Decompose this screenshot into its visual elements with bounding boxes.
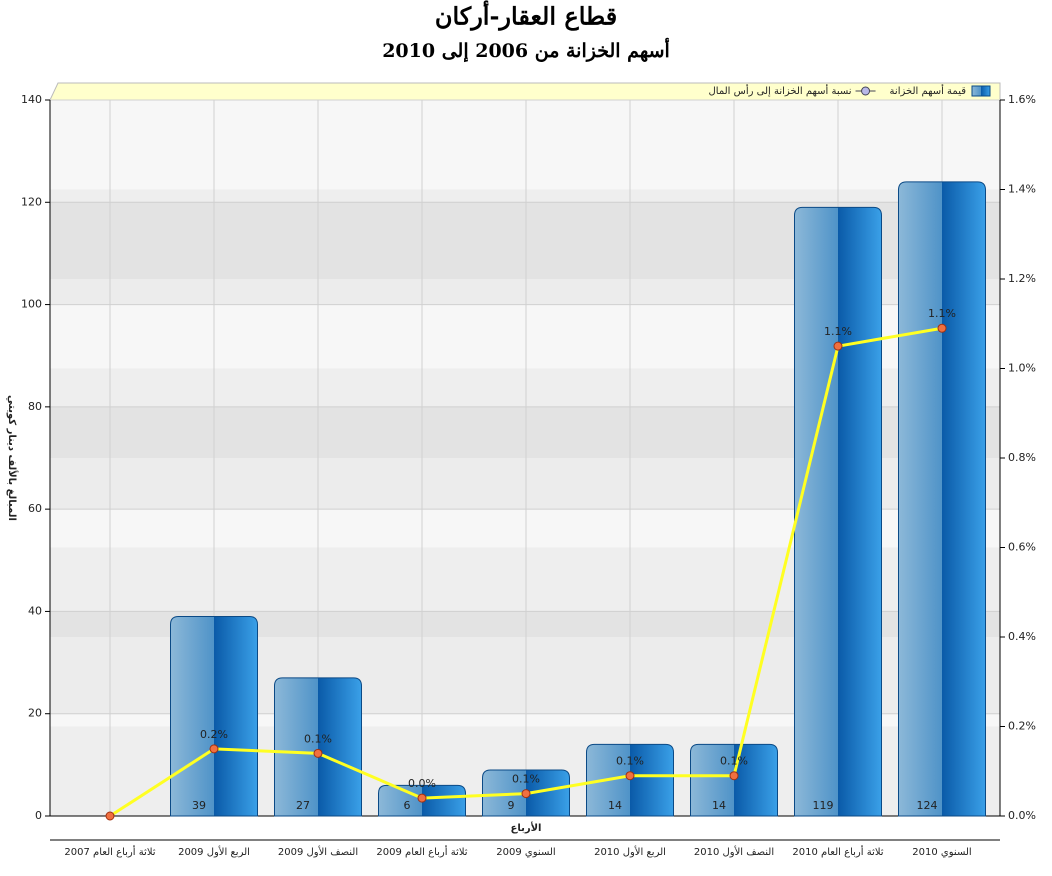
line-value-label: 0.1%: [512, 773, 540, 786]
y2-tick-label: 0.6%: [1008, 541, 1036, 554]
y-axis-title: المبالغ بالألف دينار كويتي: [6, 395, 19, 521]
y2-tick-label: 0.4%: [1008, 630, 1036, 643]
y2-tick-label: 1.0%: [1008, 362, 1036, 375]
y-tick-label: 40: [28, 604, 42, 617]
legend-swatch: [861, 86, 871, 96]
line-value-label: 0.0%: [408, 777, 436, 790]
bar-value-label: 39: [192, 799, 206, 812]
bar-value-label: 119: [813, 799, 834, 812]
legend-label: نسبة أسهم الخزانة إلى رأس المال: [709, 84, 852, 97]
bar-value-label: 14: [712, 799, 726, 812]
line-value-label: 1.1%: [928, 307, 956, 320]
line-value-label: 0.2%: [200, 728, 228, 741]
line-point: [833, 341, 843, 351]
bar: [794, 206, 882, 817]
bar: [274, 677, 362, 817]
line-point: [625, 771, 635, 781]
line-point: [417, 793, 427, 803]
y-tick-label: 20: [28, 707, 42, 720]
y2-tick-label: 0.2%: [1008, 720, 1036, 733]
line-point: [105, 811, 115, 821]
chart-subtitle: أسهم الخزانة من 2006 إلى 2010: [382, 37, 670, 63]
line-point: [313, 748, 323, 758]
line-point: [521, 789, 531, 799]
x-tick-label: ثلاثة أرباع العام 2007: [64, 845, 155, 858]
legend-label: قيمة أسهم الخزانة: [890, 84, 967, 97]
x-tick-label: الربع الأول 2009: [178, 845, 250, 858]
bar-value-label: 9: [508, 799, 515, 812]
line-value-label: 0.1%: [304, 732, 332, 745]
line-value-label: 1.1%: [824, 325, 852, 338]
x-tick-label: السنوي 2010: [912, 847, 971, 858]
y-tick-label: 80: [28, 400, 42, 413]
x-tick-label: النصف الأول 2010: [694, 845, 774, 858]
chart-title: قطاع العقار-أركان: [435, 0, 617, 32]
bar-value-label: 6: [404, 799, 411, 812]
y-tick-label: 140: [21, 93, 42, 106]
x-axis-title: الأرباع: [511, 821, 542, 834]
y2-tick-label: 1.4%: [1008, 183, 1036, 196]
line-point: [729, 771, 739, 781]
y-tick-label: 0: [35, 809, 42, 822]
y-tick-label: 120: [21, 195, 42, 208]
x-tick-label: النصف الأول 2009: [278, 845, 358, 858]
x-tick-label: السنوي 2009: [496, 847, 555, 858]
y-tick-label: 100: [21, 298, 42, 311]
line-point: [937, 323, 947, 333]
bar-value-label: 14: [608, 799, 622, 812]
bar: [898, 181, 986, 817]
x-tick-label: ثلاثة أرباع العام 2009: [376, 845, 467, 858]
y2-tick-label: 0.0%: [1008, 809, 1036, 822]
bar: [170, 616, 258, 817]
y-tick-label: 60: [28, 502, 42, 515]
y2-tick-label: 1.6%: [1008, 93, 1036, 106]
y2-tick-label: 0.8%: [1008, 451, 1036, 464]
legend-swatch: [971, 85, 991, 97]
bar-value-label: 27: [296, 799, 310, 812]
bar-value-label: 124: [917, 799, 938, 812]
y2-tick-label: 1.2%: [1008, 272, 1036, 285]
line-value-label: 0.1%: [720, 755, 748, 768]
line-point: [209, 744, 219, 754]
x-tick-label: ثلاثة أرباع العام 2010: [792, 845, 883, 858]
line-value-label: 0.1%: [616, 755, 644, 768]
x-tick-label: الربع الأول 2010: [594, 845, 666, 858]
